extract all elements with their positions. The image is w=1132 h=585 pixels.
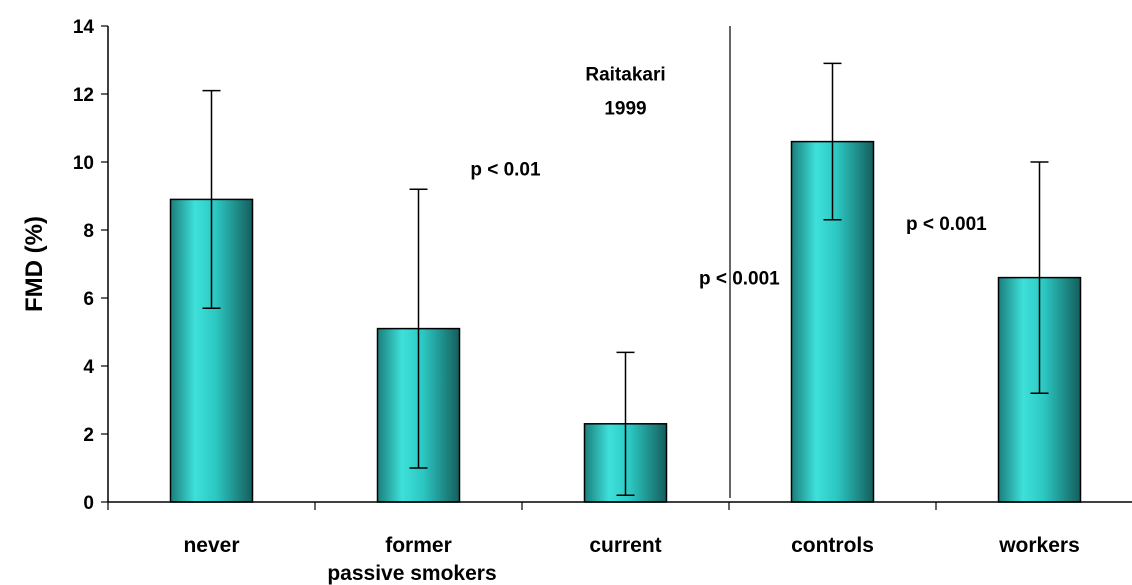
error-bar-workers bbox=[1030, 161, 1049, 394]
error-bar-never bbox=[202, 89, 221, 309]
error-bar-current bbox=[616, 351, 635, 496]
error-bar-controls bbox=[823, 62, 842, 221]
error-bars-layer bbox=[202, 62, 1049, 496]
y-tick-label: 12 bbox=[73, 85, 94, 106]
y-tick-label: 6 bbox=[83, 289, 94, 310]
y-tick-label: 2 bbox=[83, 425, 94, 446]
y-tick-label: 0 bbox=[83, 493, 94, 514]
y-tick-label: 4 bbox=[83, 357, 94, 378]
x-tick-label-never: never bbox=[183, 534, 239, 557]
x-tick-label-controls: controls bbox=[791, 534, 874, 557]
x-tick-label-workers: workers bbox=[998, 534, 1080, 557]
annotation: p < 0.001 bbox=[906, 214, 987, 235]
y-tick-label: 14 bbox=[73, 17, 95, 38]
x-ticks-layer: never former current controls workers bbox=[107, 502, 1080, 557]
y-tick-label: 10 bbox=[73, 153, 94, 174]
annotation: 1999 bbox=[604, 98, 646, 119]
error-bar-former bbox=[409, 188, 428, 469]
x-tick-label-former: former bbox=[385, 534, 452, 557]
x-tick-label-current: current bbox=[589, 534, 661, 557]
y-ticks-layer: 0 2 4 6 8 10 12 14 bbox=[73, 17, 108, 514]
annotation: p < 0.001 bbox=[699, 268, 780, 289]
y-axis-label: FMD (%) bbox=[21, 216, 48, 312]
annotation: Raitakari bbox=[585, 64, 665, 85]
annotation: p < 0.01 bbox=[470, 160, 541, 181]
y-tick-label: 8 bbox=[83, 221, 94, 242]
x-axis-label: passive smokers bbox=[327, 562, 496, 585]
